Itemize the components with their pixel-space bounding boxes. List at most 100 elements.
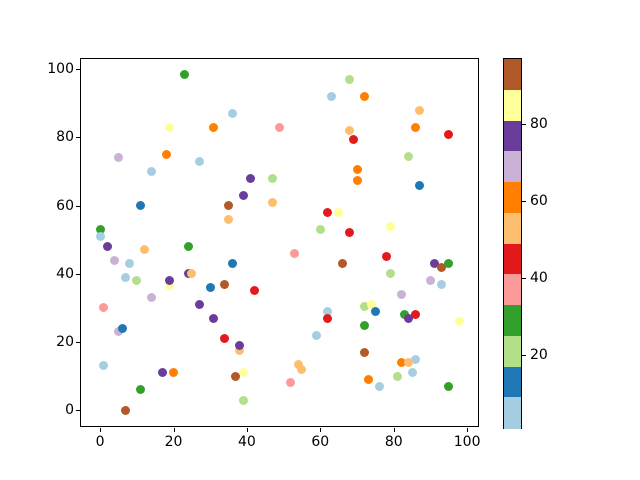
scatter-point [323, 306, 333, 316]
colorbar-tick-label: 40 [530, 270, 548, 287]
colorbar-band-brown [504, 59, 521, 91]
scatter-point [436, 279, 446, 289]
scatter-point [146, 167, 156, 177]
x-axis-tick [393, 428, 395, 432]
scatter-point [165, 122, 175, 132]
scatter-point [359, 301, 369, 311]
scatter-point [220, 279, 230, 289]
scatter-point [363, 375, 373, 385]
scatter-point [180, 69, 189, 79]
scatter-point [246, 173, 256, 183]
scatter-point [414, 180, 424, 190]
x-axis-tick-label: 60 [311, 434, 330, 450]
x-axis-tick [100, 428, 102, 432]
scatter-point [444, 259, 454, 269]
y-axis-tick [76, 273, 80, 275]
scatter-point [436, 262, 446, 272]
scatter-point [345, 126, 355, 136]
scatter-point [121, 272, 131, 282]
colorbar-tick-label: 80 [530, 115, 548, 132]
scatter-point [231, 371, 241, 381]
colorbar-band-blue [504, 366, 521, 398]
colorbar-band-light-orange [504, 212, 521, 244]
colorbar-tick [522, 123, 526, 125]
scatter-point [169, 368, 178, 378]
scatter-point [99, 361, 109, 371]
y-axis-tick-label: 0 [65, 402, 74, 419]
scatter-point [268, 197, 278, 207]
scatter-point [297, 364, 307, 374]
scatter-point [268, 173, 278, 183]
scatter-point [183, 242, 193, 252]
scatter-point [224, 201, 234, 211]
scatter-point [323, 313, 333, 323]
scatter-point [293, 359, 303, 369]
scatter-point [135, 201, 145, 211]
y-axis-tick-label: 60 [56, 197, 74, 214]
y-axis-tick-label: 100 [47, 61, 74, 78]
y-axis-tick [76, 137, 80, 139]
plot-area: 0 20 40 60 80 100 0 20 40 60 80 100 [47, 58, 481, 450]
scatter-point [238, 395, 248, 405]
scatter-point [359, 92, 369, 101]
scatter-point [414, 105, 424, 115]
scatter-point [146, 293, 156, 303]
scatter-point [235, 340, 245, 350]
x-axis-tick-label: 100 [453, 434, 481, 450]
scatter-point [352, 175, 362, 185]
colorbar-tick [522, 355, 526, 357]
scatter-point [385, 269, 395, 279]
scatter-point [238, 190, 248, 200]
scatter-point [444, 381, 454, 391]
scatter-point [337, 259, 347, 269]
colorbar-band-orange [504, 182, 521, 214]
scatter-point [323, 207, 333, 217]
scatter-point [275, 122, 285, 132]
x-axis-tick-label: 80 [384, 434, 403, 450]
x-axis-tick-label: 20 [164, 434, 183, 450]
scatter-point [95, 231, 105, 241]
scatter-point [227, 109, 237, 119]
x-axis-tick [467, 428, 469, 432]
scatter-point [121, 405, 131, 415]
scatter-point [403, 358, 413, 368]
scatter-point [165, 276, 175, 286]
scatter-point [352, 165, 362, 175]
scatter-point [132, 276, 142, 286]
scatter-point [113, 327, 123, 337]
scatter-point [99, 303, 109, 313]
scatter-point [117, 323, 127, 333]
colorbar-band-light-green [504, 335, 521, 367]
scatter-point [249, 286, 259, 296]
colorbar-tick-label: 60 [530, 192, 548, 209]
colorbar-band-pale-yellow [504, 89, 521, 121]
y-axis-tick-label: 40 [56, 265, 74, 282]
scatter-point [334, 207, 344, 217]
scatter-point [411, 122, 421, 132]
scatter-point [205, 282, 215, 292]
scatter-point [396, 289, 406, 299]
x-axis-tick [173, 428, 175, 432]
scatter-point [187, 269, 197, 279]
colorbar-band-light-purple [504, 151, 521, 183]
y-axis-tick [76, 69, 80, 71]
colorbar-tick [522, 200, 526, 202]
scatter-point [396, 358, 406, 368]
scatter-point [165, 281, 175, 291]
x-axis-tick [320, 428, 322, 432]
y-axis-tick [76, 410, 80, 412]
colorbar-band-pink [504, 274, 521, 306]
scatter-point [139, 245, 149, 255]
scatter-point [135, 385, 145, 395]
y-axis-tick-label: 80 [56, 129, 74, 146]
scatter-point [194, 156, 204, 166]
scatter-point [367, 300, 377, 310]
scatter-point [238, 368, 248, 378]
scatter-point [113, 153, 123, 163]
y-axis-tick-label: 20 [56, 334, 74, 351]
scatter-point [345, 228, 355, 238]
scatter-point [95, 225, 105, 235]
colorbar-tick-label: 20 [530, 347, 548, 364]
scatter-point [348, 134, 358, 144]
